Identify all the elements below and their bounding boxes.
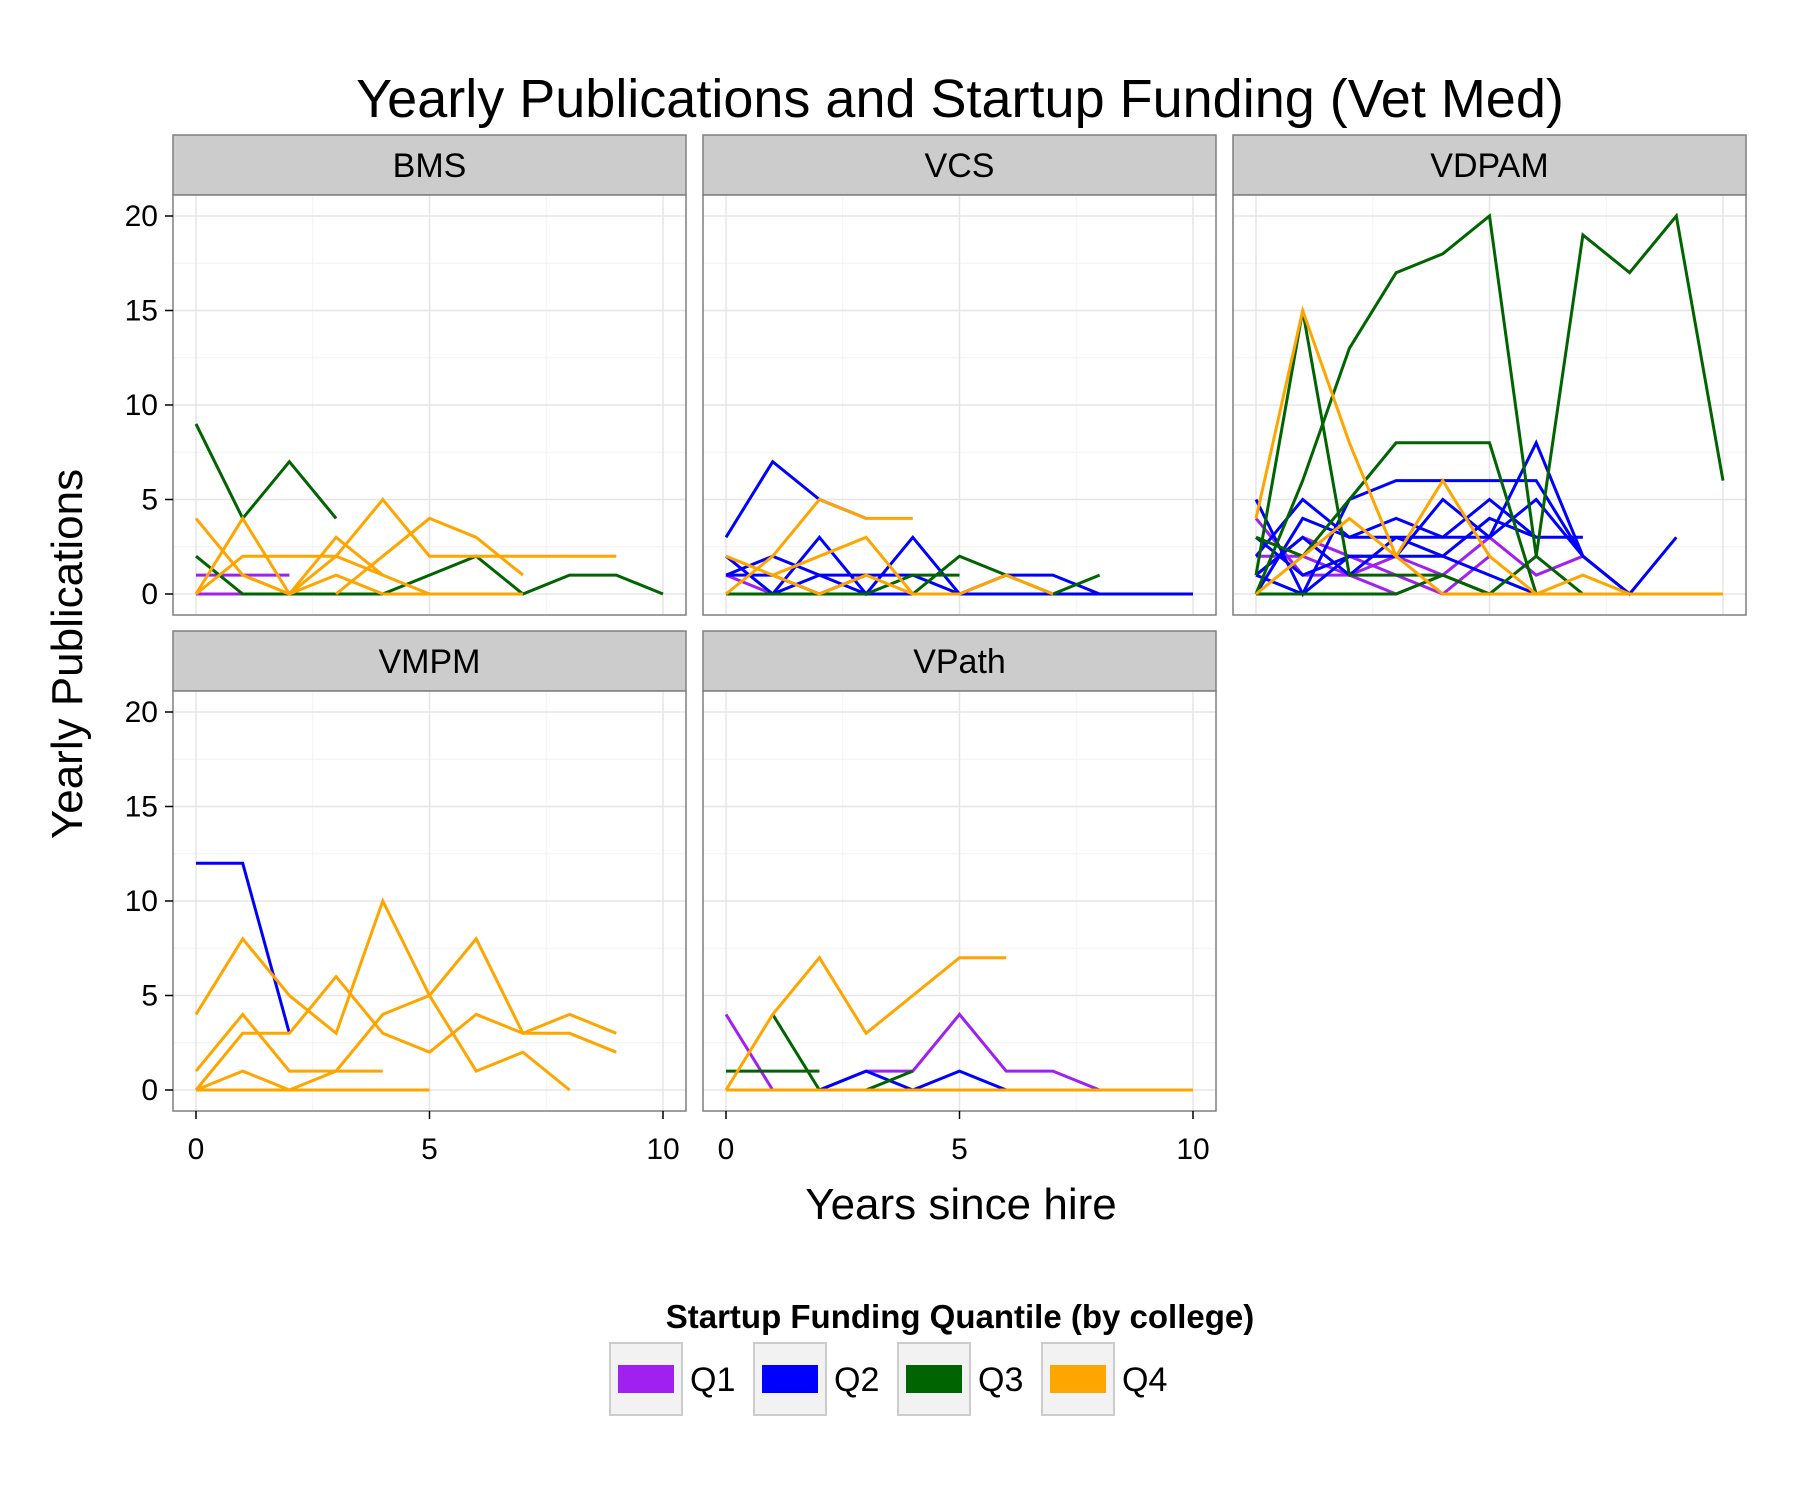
facet-panel-vdpam: VDPAM <box>1232 134 1747 616</box>
legend-item-q3: Q3 <box>897 1342 1023 1416</box>
series-line-q3 <box>1254 212 1725 595</box>
x-tick-label: 0 <box>188 1133 205 1166</box>
y-tick-label: 10 <box>125 885 158 918</box>
y-tick-label: 5 <box>141 484 158 517</box>
legend-label: Q1 <box>690 1361 735 1399</box>
y-tick-label: 10 <box>125 389 158 422</box>
legend-swatch <box>762 1365 818 1393</box>
legend: Startup Funding Quantile (by college) Q1… <box>609 1298 1255 1416</box>
series-line-q3 <box>194 423 338 522</box>
facet-panel-vmpm: VMPM 0 5 10 15 20 0 5 10 <box>125 630 687 1166</box>
y-tick-label: 15 <box>125 791 158 824</box>
series-line-q4 <box>772 573 1054 596</box>
series-line-q4 <box>288 497 617 596</box>
y-tick-label: 20 <box>125 696 158 729</box>
series-line-q1 <box>725 573 774 596</box>
facet-strip-bms <box>172 134 687 196</box>
facet-panel-vcs: VCS <box>702 134 1217 616</box>
series-line-q2 <box>1255 516 1583 578</box>
series-line-q2 <box>1255 554 1583 596</box>
y-tick-label: 5 <box>141 980 158 1013</box>
legend-item-q2: Q2 <box>753 1342 879 1416</box>
series-line-q4 <box>194 936 617 1073</box>
y-axis-title: Yearly Publications <box>43 469 92 839</box>
legend-swatch <box>906 1365 962 1393</box>
chart-title: Yearly Publications and Startup Funding … <box>356 69 1564 129</box>
panel-border <box>702 194 1217 616</box>
x-tick-label: 10 <box>1176 1133 1209 1166</box>
legend-swatch <box>618 1365 674 1393</box>
legend-swatch <box>1050 1365 1106 1393</box>
x-tick-label: 5 <box>951 1133 968 1166</box>
series-line-q4 <box>194 974 617 1091</box>
series-lines <box>194 423 664 596</box>
series-line-q2 <box>725 555 1053 596</box>
x-axis-title: Years since hire <box>805 1180 1116 1229</box>
series-line-q4 <box>724 955 1007 1091</box>
legend-items: Q1 Q2 Q3 Q4 <box>609 1342 1167 1416</box>
facet-strip-vdpam <box>1232 134 1747 196</box>
series-line-q4 <box>194 897 571 1092</box>
panel-border <box>1232 194 1747 616</box>
legend-label: Q2 <box>834 1361 879 1399</box>
y-tick-label: 20 <box>125 200 158 233</box>
legend-title: Startup Funding Quantile (by college) <box>666 1298 1255 1335</box>
facet-strip-label: VPath <box>913 643 1006 681</box>
series-line-q4 <box>1255 516 1723 596</box>
facet-strip-label: VDPAM <box>1430 147 1548 185</box>
legend-item-q4: Q4 <box>1041 1342 1167 1416</box>
x-tick-label: 0 <box>718 1133 735 1166</box>
legend-label: Q4 <box>1122 1361 1167 1399</box>
facet-strip-label: BMS <box>393 147 467 185</box>
series-line-q4 <box>725 535 914 595</box>
series-line-q4 <box>335 516 524 596</box>
facet-strip-vcs <box>702 134 1217 196</box>
facet-panel-vpath: VPath 0 5 10 <box>702 630 1217 1166</box>
facet-strip-label: VMPM <box>379 643 481 681</box>
series-line-q4 <box>242 535 384 596</box>
x-tick-label: 10 <box>646 1133 679 1166</box>
facet-panel-bms: BMS 0 5 10 15 20 <box>125 134 687 616</box>
y-tick-label: 0 <box>141 1074 158 1107</box>
series-lines <box>724 459 1193 597</box>
facet-strip-label: VCS <box>925 147 995 185</box>
series-lines <box>194 861 617 1092</box>
x-tick-label: 5 <box>421 1133 438 1166</box>
legend-label: Q3 <box>978 1361 1023 1399</box>
series-lines <box>1254 212 1725 598</box>
series-line-q2 <box>1254 497 1538 595</box>
series-line-q4 <box>195 554 431 596</box>
series-line-q3 <box>726 573 960 596</box>
y-tick-label: 15 <box>125 295 158 328</box>
series-line-q3 <box>195 554 664 596</box>
legend-item-q1: Q1 <box>609 1342 735 1416</box>
series-lines <box>724 955 1193 1092</box>
facet-strip-vpath <box>702 630 1217 692</box>
y-tick-label: 0 <box>141 578 158 611</box>
